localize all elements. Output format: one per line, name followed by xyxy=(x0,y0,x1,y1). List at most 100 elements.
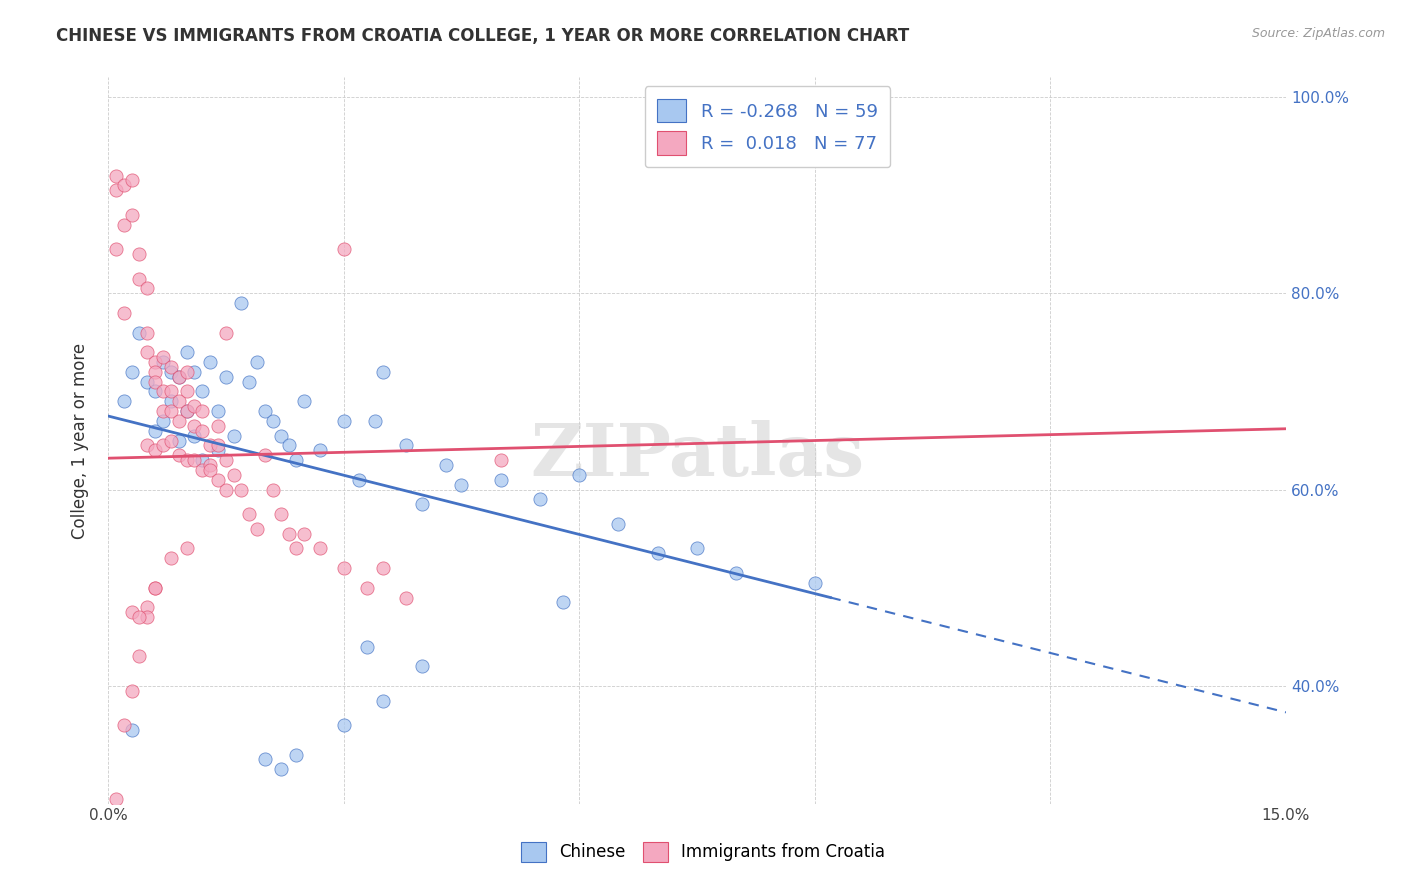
Point xyxy=(364,414,387,428)
Point xyxy=(176,541,198,556)
Point xyxy=(207,418,229,433)
Point xyxy=(152,350,174,364)
Point xyxy=(309,541,332,556)
Point xyxy=(121,723,143,737)
Point xyxy=(450,477,472,491)
Point xyxy=(647,546,669,560)
Point xyxy=(128,610,150,624)
Point xyxy=(238,507,260,521)
Point xyxy=(167,369,190,384)
Point xyxy=(270,428,292,442)
Point xyxy=(489,473,512,487)
Point xyxy=(152,355,174,369)
Point xyxy=(332,414,354,428)
Point xyxy=(292,526,315,541)
Text: CHINESE VS IMMIGRANTS FROM CROATIA COLLEGE, 1 YEAR OR MORE CORRELATION CHART: CHINESE VS IMMIGRANTS FROM CROATIA COLLE… xyxy=(56,27,910,45)
Point xyxy=(411,659,433,673)
Point xyxy=(143,365,166,379)
Point xyxy=(285,453,308,467)
Point xyxy=(159,434,181,448)
Point xyxy=(121,605,143,619)
Point xyxy=(215,453,238,467)
Point xyxy=(143,443,166,458)
Point xyxy=(332,561,354,575)
Point xyxy=(191,404,214,418)
Point xyxy=(607,516,630,531)
Point xyxy=(725,566,748,580)
Point xyxy=(215,326,238,340)
Point xyxy=(198,458,221,472)
Point xyxy=(152,438,174,452)
Point xyxy=(371,365,394,379)
Point xyxy=(143,581,166,595)
Point xyxy=(112,306,135,320)
Point xyxy=(136,281,159,295)
Point xyxy=(176,404,198,418)
Point xyxy=(191,424,214,438)
Legend: R = -0.268   N = 59, R =  0.018   N = 77: R = -0.268 N = 59, R = 0.018 N = 77 xyxy=(645,87,890,167)
Point xyxy=(215,369,238,384)
Point xyxy=(207,404,229,418)
Point xyxy=(104,169,127,183)
Point xyxy=(198,438,221,452)
Point xyxy=(136,600,159,615)
Point xyxy=(136,326,159,340)
Point xyxy=(176,345,198,359)
Point xyxy=(332,242,354,256)
Point xyxy=(136,610,159,624)
Point xyxy=(411,497,433,511)
Point xyxy=(143,424,166,438)
Point xyxy=(553,595,575,609)
Point xyxy=(292,394,315,409)
Point xyxy=(183,428,205,442)
Point xyxy=(128,271,150,285)
Point xyxy=(489,453,512,467)
Point xyxy=(159,365,181,379)
Point xyxy=(159,404,181,418)
Point xyxy=(198,355,221,369)
Point xyxy=(529,492,551,507)
Point xyxy=(434,458,457,472)
Point xyxy=(246,522,269,536)
Legend: Chinese, Immigrants from Croatia: Chinese, Immigrants from Croatia xyxy=(513,833,893,871)
Point xyxy=(121,365,143,379)
Point xyxy=(128,649,150,664)
Text: ZIPatlas: ZIPatlas xyxy=(530,419,865,491)
Point xyxy=(277,438,299,452)
Point xyxy=(686,541,709,556)
Point xyxy=(176,365,198,379)
Point xyxy=(285,541,308,556)
Point xyxy=(356,640,378,654)
Point xyxy=(270,762,292,776)
Point xyxy=(183,399,205,413)
Point xyxy=(191,453,214,467)
Point xyxy=(568,467,591,482)
Point xyxy=(128,247,150,261)
Y-axis label: College, 1 year or more: College, 1 year or more xyxy=(72,343,89,539)
Point xyxy=(803,575,825,590)
Text: Source: ZipAtlas.com: Source: ZipAtlas.com xyxy=(1251,27,1385,40)
Point xyxy=(183,365,205,379)
Point xyxy=(277,526,299,541)
Point xyxy=(152,384,174,399)
Point xyxy=(167,369,190,384)
Point xyxy=(104,242,127,256)
Point xyxy=(183,418,205,433)
Point xyxy=(136,345,159,359)
Point xyxy=(167,434,190,448)
Point xyxy=(246,355,269,369)
Point xyxy=(136,438,159,452)
Point xyxy=(121,683,143,698)
Point xyxy=(222,467,245,482)
Point xyxy=(191,384,214,399)
Point xyxy=(395,591,418,605)
Point xyxy=(143,581,166,595)
Point xyxy=(112,178,135,193)
Point xyxy=(104,791,127,805)
Point xyxy=(222,428,245,442)
Point xyxy=(285,747,308,762)
Point xyxy=(167,414,190,428)
Point xyxy=(262,483,284,497)
Point xyxy=(349,473,371,487)
Point xyxy=(112,394,135,409)
